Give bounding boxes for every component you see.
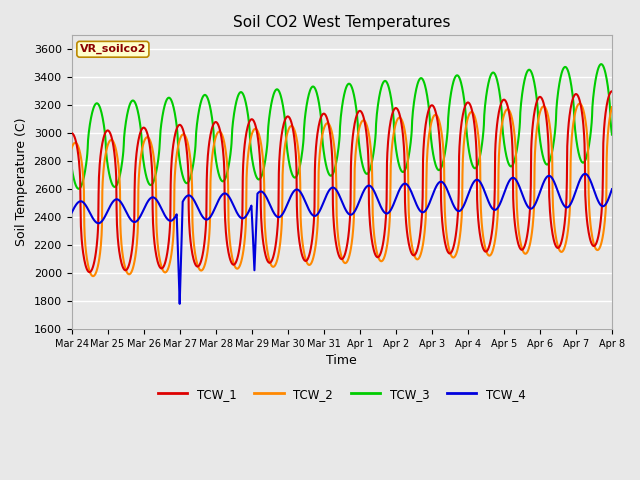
Line: TCW_2: TCW_2 bbox=[72, 104, 612, 276]
TCW_1 bbox=[544, 135, 552, 141]
TCW_4 bbox=[544, 173, 552, 179]
TCW_3 bbox=[597, 61, 605, 67]
TCW_3 bbox=[249, 159, 257, 165]
TCW_2 bbox=[188, 184, 196, 190]
Y-axis label: Soil Temperature (C): Soil Temperature (C) bbox=[15, 118, 28, 246]
Text: VR_soilco2: VR_soilco2 bbox=[79, 44, 146, 54]
TCW_3 bbox=[68, 164, 76, 169]
TCW_3 bbox=[175, 152, 183, 158]
TCW_4 bbox=[497, 200, 504, 206]
TCW_1 bbox=[188, 250, 196, 255]
TCW_4 bbox=[249, 225, 257, 231]
TCW_3 bbox=[608, 132, 616, 137]
TCW_2 bbox=[426, 127, 434, 133]
Title: Soil CO2 West Temperatures: Soil CO2 West Temperatures bbox=[233, 15, 451, 30]
TCW_3 bbox=[497, 96, 504, 102]
TCW_4 bbox=[608, 186, 616, 192]
TCW_1 bbox=[497, 103, 504, 108]
TCW_2 bbox=[497, 132, 504, 138]
TCW_1 bbox=[608, 88, 616, 94]
TCW_4 bbox=[176, 301, 184, 307]
TCW_3 bbox=[188, 168, 196, 173]
TCW_3 bbox=[426, 116, 434, 122]
TCW_2 bbox=[544, 113, 552, 119]
TCW_1 bbox=[68, 131, 76, 136]
TCW_2 bbox=[576, 101, 584, 107]
Legend: TCW_1, TCW_2, TCW_3, TCW_4: TCW_1, TCW_2, TCW_3, TCW_4 bbox=[153, 383, 531, 405]
TCW_1 bbox=[249, 117, 257, 122]
TCW_4 bbox=[175, 266, 182, 272]
TCW_3 bbox=[75, 186, 83, 192]
Line: TCW_3: TCW_3 bbox=[72, 64, 612, 189]
Line: TCW_1: TCW_1 bbox=[72, 91, 612, 272]
TCW_1 bbox=[175, 122, 183, 128]
Line: TCW_4: TCW_4 bbox=[72, 174, 612, 304]
TCW_2 bbox=[608, 104, 616, 110]
TCW_1 bbox=[426, 104, 434, 110]
TCW_4 bbox=[581, 171, 589, 177]
TCW_2 bbox=[68, 145, 76, 151]
TCW_1 bbox=[86, 269, 93, 275]
TCW_2 bbox=[89, 273, 97, 279]
TCW_2 bbox=[249, 129, 257, 135]
X-axis label: Time: Time bbox=[326, 354, 357, 367]
TCW_3 bbox=[544, 161, 552, 167]
TCW_4 bbox=[68, 210, 76, 216]
TCW_2 bbox=[175, 140, 183, 145]
TCW_4 bbox=[188, 194, 196, 200]
TCW_4 bbox=[426, 199, 434, 205]
